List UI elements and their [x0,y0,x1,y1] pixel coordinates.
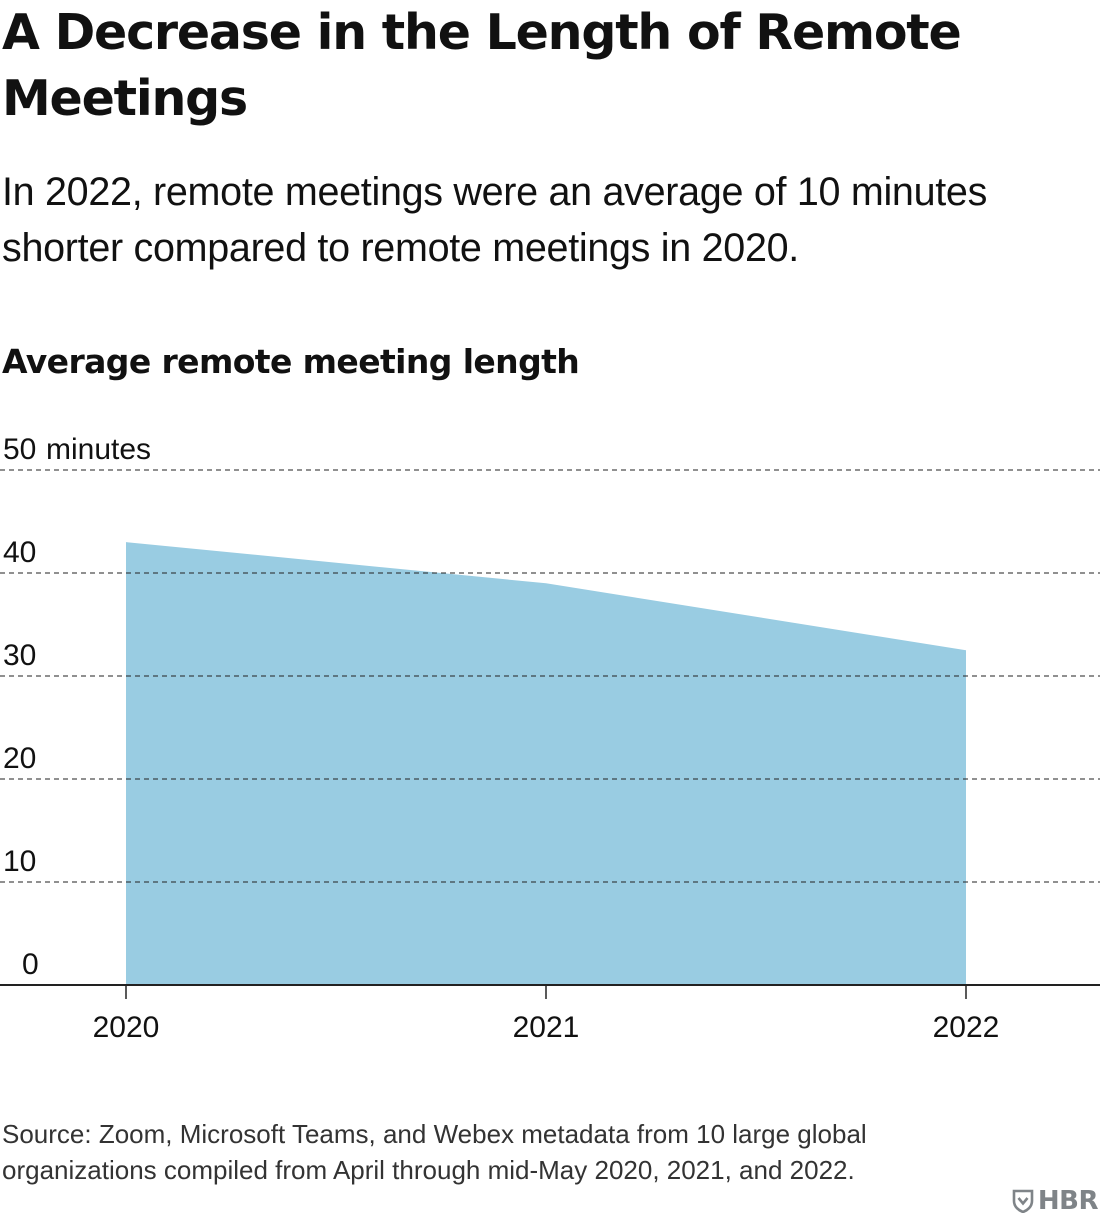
y-axis-ticks: 0 10 20 30 40 50 minutes [3,433,151,981]
x-axis: 2020 2021 2022 [0,984,1100,1044]
gridlines [0,469,1100,883]
x-tick-label-2020: 2020 [93,1011,160,1044]
y-tick-label-10: 10 [3,845,36,878]
y-tick-label-30: 30 [3,639,36,672]
x-tick-label-2022: 2022 [933,1011,1000,1044]
logo-text: HBR [1037,1186,1099,1216]
chart-subtitle: In 2022, remote meetings were an average… [2,170,988,270]
chart-title: Average remote meeting length [2,342,580,381]
y-tick-label-50: 50 [3,433,36,466]
y-tick-label-40: 40 [3,536,36,569]
source-note: Source: Zoom, Microsoft Teams, and Webex… [2,1119,867,1185]
area-layer [125,542,967,985]
y-tick-label-20: 20 [3,742,36,775]
shield-icon [1012,1189,1034,1213]
chart-heading: A Decrease in the Length of Remote Meeti… [2,4,962,127]
hbr-logo: HBR [1012,1186,1099,1216]
x-tick-label-2021: 2021 [513,1011,580,1044]
y-tick-label-0: 0 [22,948,39,981]
y-unit-label: minutes [46,433,151,466]
area-series [126,542,966,985]
